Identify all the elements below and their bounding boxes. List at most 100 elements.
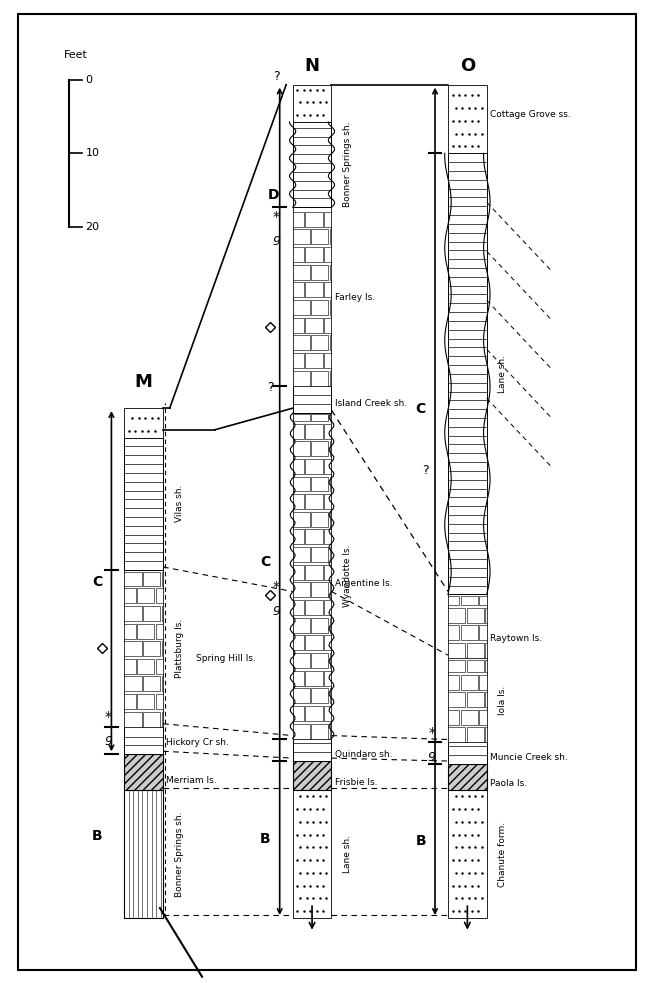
Text: Vilas sh.: Vilas sh. — [175, 485, 184, 522]
Bar — [448, 710, 460, 724]
Text: Cottage Grove ss.: Cottage Grove ss. — [490, 110, 571, 119]
Bar — [448, 659, 487, 742]
Bar — [292, 494, 304, 509]
Bar — [306, 670, 322, 685]
Bar — [292, 353, 304, 368]
Bar — [330, 512, 332, 527]
Bar — [467, 607, 484, 623]
Bar — [448, 727, 465, 742]
Text: *: * — [273, 580, 280, 594]
Text: Frisbie ls.: Frisbie ls. — [335, 779, 377, 787]
Text: ?: ? — [422, 464, 429, 478]
Bar — [324, 530, 332, 545]
Text: Chanute form.: Chanute form. — [499, 822, 508, 887]
Bar — [292, 600, 304, 615]
Bar — [292, 564, 304, 580]
Bar — [467, 727, 484, 742]
Bar — [292, 477, 310, 492]
Text: C: C — [92, 575, 102, 589]
Text: ?: ? — [266, 380, 274, 393]
Bar — [448, 643, 465, 659]
Bar — [306, 564, 322, 580]
Bar — [292, 790, 332, 918]
Bar — [124, 606, 142, 621]
Bar — [292, 122, 332, 207]
Bar — [461, 625, 478, 641]
Bar — [292, 530, 304, 545]
Text: 9: 9 — [272, 605, 280, 617]
Bar — [292, 670, 304, 685]
Bar — [311, 441, 328, 456]
Bar — [480, 625, 487, 641]
Bar — [292, 688, 310, 703]
Bar — [124, 570, 163, 726]
Bar — [311, 617, 328, 633]
Bar — [306, 282, 322, 298]
Bar — [292, 617, 310, 633]
Bar — [306, 600, 322, 615]
Bar — [448, 790, 487, 918]
Text: *: * — [105, 710, 112, 723]
Bar — [311, 512, 328, 527]
Bar — [306, 212, 322, 227]
Bar — [292, 738, 332, 761]
Text: ?: ? — [273, 70, 280, 83]
Bar — [306, 353, 322, 368]
Bar — [292, 723, 310, 738]
Bar — [156, 659, 163, 673]
Bar — [330, 582, 332, 598]
Bar — [448, 625, 460, 641]
Bar — [137, 694, 154, 709]
Text: Quindaro sh.: Quindaro sh. — [335, 750, 392, 759]
Bar — [448, 764, 487, 790]
Bar — [448, 595, 487, 659]
Bar — [311, 229, 328, 245]
Bar — [448, 692, 465, 707]
Bar — [324, 670, 332, 685]
Bar — [461, 710, 478, 724]
Bar — [292, 441, 310, 456]
Bar — [306, 530, 322, 545]
Bar — [124, 659, 136, 673]
Bar — [292, 706, 304, 721]
Text: O: O — [460, 57, 475, 75]
Bar — [461, 596, 478, 606]
Text: D: D — [267, 189, 279, 202]
Bar — [306, 459, 322, 474]
Bar — [124, 641, 142, 657]
Text: Plattsburg ls.: Plattsburg ls. — [175, 618, 184, 678]
Bar — [137, 659, 154, 673]
Text: B: B — [415, 834, 426, 848]
Text: Muncie Creek sh.: Muncie Creek sh. — [490, 753, 568, 762]
Bar — [330, 723, 332, 738]
Bar — [480, 710, 487, 724]
Bar — [311, 371, 328, 385]
Bar — [292, 582, 310, 598]
Text: 0: 0 — [86, 75, 92, 85]
Bar — [124, 408, 163, 437]
Bar — [324, 318, 332, 332]
Bar — [306, 494, 322, 509]
Bar — [143, 712, 160, 726]
Bar — [292, 212, 304, 227]
Bar — [448, 85, 487, 153]
Bar — [137, 588, 154, 604]
Bar — [324, 600, 332, 615]
Bar — [311, 477, 328, 492]
Bar — [330, 548, 332, 562]
Bar — [306, 635, 322, 651]
Bar — [330, 371, 332, 385]
Bar — [143, 572, 160, 586]
Bar — [330, 300, 332, 316]
Bar — [330, 653, 332, 667]
Text: Lane sh.: Lane sh. — [343, 836, 352, 873]
Bar — [306, 247, 322, 262]
Text: Feet: Feet — [64, 50, 88, 60]
Bar — [467, 661, 484, 671]
Bar — [292, 300, 310, 316]
Text: 9: 9 — [104, 735, 112, 748]
Text: 10: 10 — [86, 148, 99, 158]
Bar — [461, 674, 478, 689]
Bar — [143, 641, 160, 657]
Bar — [292, 247, 304, 262]
